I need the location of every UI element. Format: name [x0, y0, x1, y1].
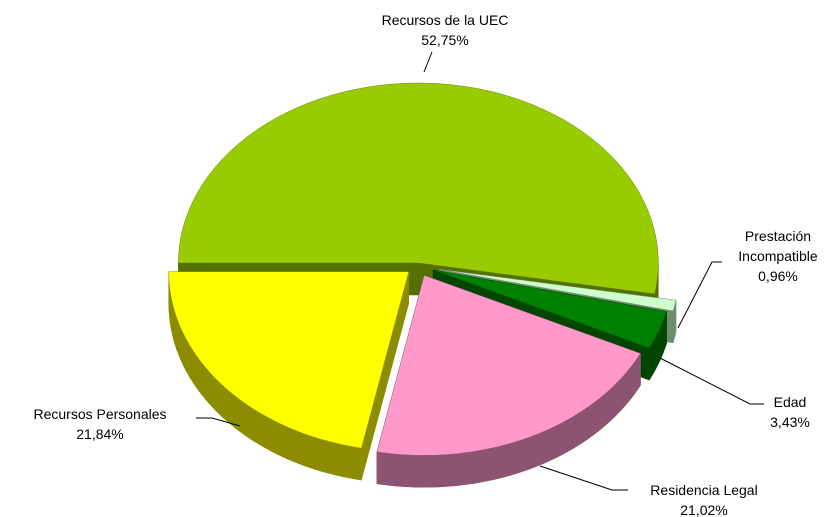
leader-line	[659, 357, 764, 405]
category-label: Recursos Personales	[33, 406, 167, 422]
leader-line	[539, 465, 628, 491]
category-label: Residencia Legal	[650, 482, 758, 498]
value-label: 0,96%	[758, 268, 798, 284]
slice	[433, 269, 667, 349]
slice	[376, 275, 641, 456]
slice-label: Residencia Legal 21,02%	[650, 480, 757, 517]
value-label: 3,43%	[770, 414, 810, 430]
slice	[178, 82, 659, 295]
slice-label: Edad 3,43%	[770, 392, 810, 432]
slice	[168, 271, 409, 449]
slice	[439, 269, 677, 312]
slice-label: Prestación Incompatible 0,96%	[722, 226, 834, 286]
slices	[168, 82, 677, 488]
slice-label: Recursos de la UEC 52,75%	[382, 10, 509, 50]
leader-line	[677, 261, 722, 329]
category-label: Edad	[773, 394, 807, 410]
value-label: 21,02%	[680, 502, 728, 517]
category-label: Prestación Incompatible	[738, 228, 818, 264]
value-label: 21,84%	[76, 426, 124, 442]
value-label: 52,75%	[421, 32, 469, 48]
leader-line	[196, 417, 241, 427]
leader-line	[423, 51, 433, 73]
category-label: Recursos de la UEC	[381, 12, 509, 28]
slice-label: Recursos Personales 21,84%	[33, 404, 166, 444]
